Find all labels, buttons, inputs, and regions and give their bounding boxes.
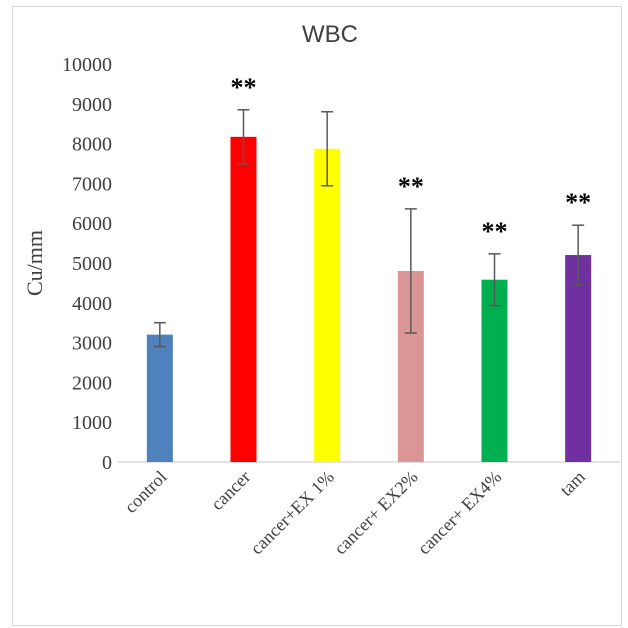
x-tick-label: cancer: [207, 467, 254, 514]
y-tick-label: 7000: [72, 173, 112, 195]
y-axis-label: Cu/mm: [22, 230, 47, 296]
y-tick-label: 5000: [72, 253, 112, 275]
y-tick-label: 6000: [72, 213, 112, 235]
y-tick-label: 1000: [72, 412, 112, 434]
x-tick-label: cancer+ EX4%: [414, 467, 506, 559]
bars: [146, 109, 592, 463]
x-tick-label: control: [120, 467, 170, 517]
bar: [230, 136, 257, 463]
y-tick-label: 9000: [72, 94, 112, 116]
x-tick-label: tam: [556, 467, 589, 500]
significance-marker: **: [565, 188, 591, 217]
x-tick-label: cancer+ EX2%: [330, 467, 422, 559]
significance-marker: **: [231, 73, 257, 102]
chart-title: WBC: [302, 21, 358, 48]
y-tick-label: 8000: [72, 134, 112, 156]
bar: [481, 279, 508, 462]
significance-marker: **: [398, 172, 424, 201]
y-tick-label: 2000: [72, 372, 112, 394]
bar: [146, 334, 173, 462]
y-tick-label: 3000: [72, 333, 112, 355]
bar: [314, 148, 341, 463]
y-tick-label: 10000: [62, 54, 112, 76]
y-tick-label: 4000: [72, 293, 112, 315]
x-tick-label: cancer+EX 1%: [246, 467, 338, 559]
significance-marker: **: [482, 217, 508, 246]
y-tick-label: 0: [102, 452, 112, 474]
bar: [565, 255, 592, 462]
